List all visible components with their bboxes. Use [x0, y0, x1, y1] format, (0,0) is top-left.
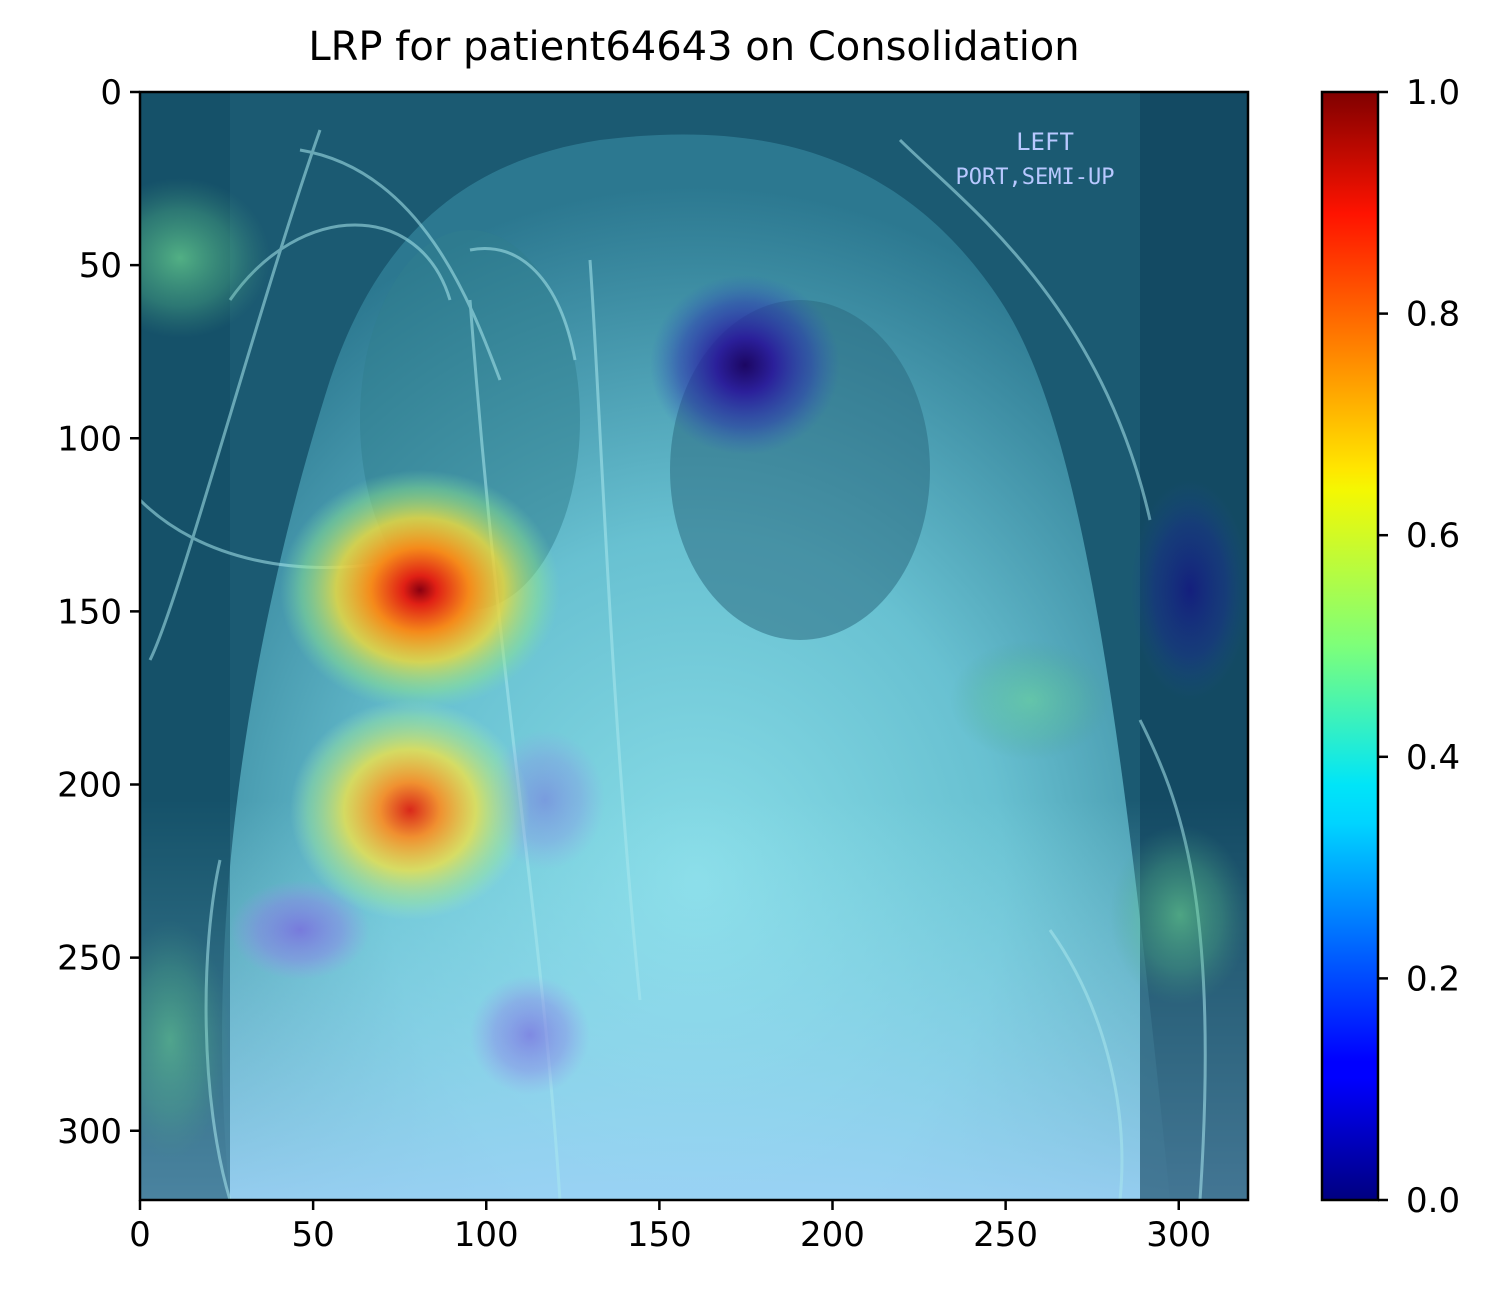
heatmap-image: LEFT PORT,SEMI-UP [140, 92, 1248, 1200]
y-tick-label: 300 [57, 1112, 122, 1152]
x-tick-label: 200 [800, 1215, 865, 1255]
chart-title: LRP for patient64643 on Consolidation [308, 24, 1080, 70]
colorbar-gradient [1322, 92, 1378, 1200]
x-tick-label: 0 [129, 1215, 151, 1255]
colorbar [1320, 90, 1380, 1202]
plot-frame [138, 90, 1250, 1202]
x-tick-label: 250 [973, 1215, 1038, 1255]
x-tick-label: 150 [627, 1215, 692, 1255]
y-tick-label: 150 [57, 592, 122, 632]
x-tick-label: 50 [291, 1215, 334, 1255]
colorbar-frame [1320, 90, 1380, 1202]
y-tick-label: 0 [100, 73, 122, 113]
y-tick-label: 250 [57, 939, 122, 979]
image-annotation-left: LEFT [1016, 128, 1074, 156]
x-tick-label: 300 [1146, 1215, 1211, 1255]
colorbar-tick-label: 1.0 [1406, 73, 1460, 113]
colorbar-tick-label: 0.2 [1406, 959, 1460, 999]
colorbar-tick-label: 0.0 [1406, 1181, 1460, 1221]
colorbar-tick-label: 0.6 [1406, 516, 1460, 556]
colorbar-tick-label: 0.8 [1406, 295, 1460, 335]
colorbar-axis: 0.0 0.2 0.4 0.6 0.8 1.0 [1378, 73, 1460, 1221]
y-tick-label: 200 [57, 766, 122, 806]
image-annotation-port: PORT,SEMI-UP [956, 165, 1115, 190]
y-tick-label: 100 [57, 419, 122, 459]
colorbar-tick-label: 0.4 [1406, 738, 1460, 778]
x-tick-label: 100 [454, 1215, 519, 1255]
y-tick-label: 50 [79, 246, 122, 286]
x-axis: 0 50 100 150 200 250 300 [129, 1200, 1211, 1255]
y-axis: 0 50 100 150 200 250 300 [57, 73, 140, 1152]
